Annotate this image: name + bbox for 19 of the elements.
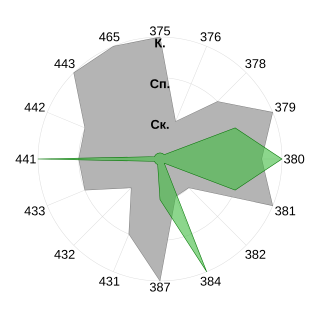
spoke-label: 431	[99, 276, 120, 286]
spoke-label: 380	[284, 154, 304, 164]
spoke-label: 387	[150, 282, 170, 292]
spoke-label: 465	[99, 32, 120, 42]
y-tick-label: Сп.	[150, 79, 170, 88]
spoke-label: 384	[200, 276, 221, 286]
spoke-label: 443	[54, 59, 75, 68]
spoke-label: 382	[245, 250, 266, 259]
spoke-label: 432	[54, 250, 75, 259]
spoke-label: 381	[275, 206, 296, 216]
spoke-label: 433	[24, 206, 45, 216]
y-tick-label: Ск.	[151, 120, 169, 129]
spoke-label: 441	[16, 154, 36, 164]
spoke-label: 376	[200, 32, 221, 42]
spoke-label: 442	[24, 102, 45, 112]
y-tick-label: К.	[155, 38, 165, 48]
spoke-label: 379	[275, 102, 296, 112]
spoke-label: 378	[245, 59, 266, 68]
spoke-label: 375	[150, 26, 170, 36]
